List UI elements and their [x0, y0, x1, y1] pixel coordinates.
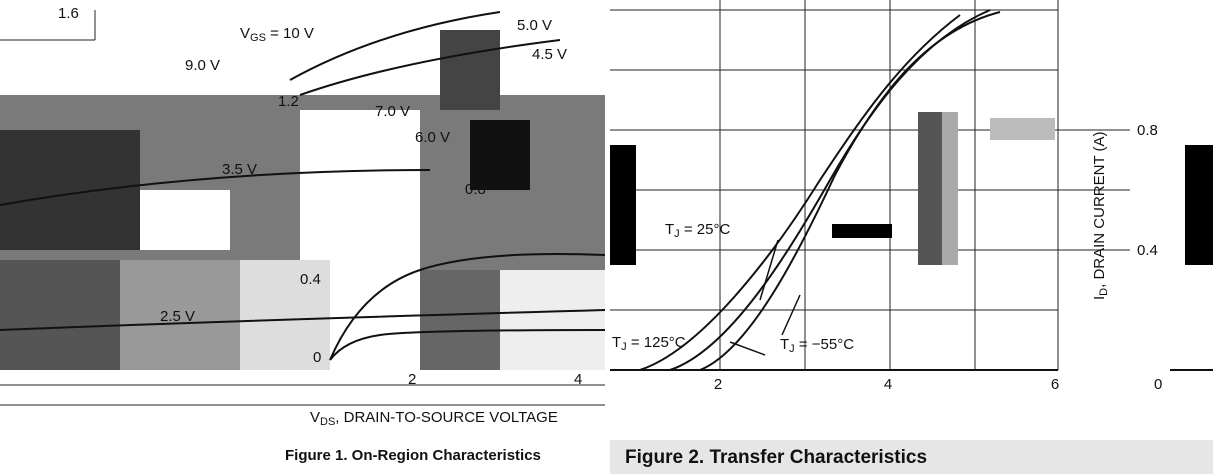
figure-caption: Figure 1. On-Region Characteristics	[285, 447, 541, 464]
x-tick-label: 4	[884, 376, 892, 393]
glitch-block	[140, 190, 230, 250]
x-tick-label: 2	[408, 371, 416, 388]
curve	[0, 169, 431, 206]
x-tick-label: 2	[714, 376, 722, 393]
glitch-block	[0, 260, 120, 370]
inner-tick-label: 0.8	[465, 181, 486, 198]
curve	[289, 11, 501, 81]
glitch-block	[832, 224, 892, 238]
glitch-block	[300, 110, 420, 260]
glitch-block	[330, 250, 420, 370]
x-tick-label: 4	[574, 371, 582, 388]
curve-label: VGS = 10 V	[240, 25, 314, 44]
glitch-block	[1185, 145, 1213, 265]
curve	[0, 309, 606, 331]
curve-label: 3.5 V	[222, 161, 257, 178]
panel	[610, 0, 1213, 474]
glitch-block	[0, 370, 605, 405]
figure-caption: Figure 2. Transfer Characteristics	[625, 447, 927, 468]
y-axis-label: ID, DRAIN CURRENT (A)	[1091, 131, 1110, 300]
curve-label: 5.0 V	[517, 17, 552, 34]
y-tick-label: 0	[1154, 376, 1162, 393]
pointer	[729, 341, 766, 356]
curve-label: 4.5 V	[532, 46, 567, 63]
glitch-block	[0, 130, 140, 250]
glitch-block	[990, 118, 1055, 140]
glitch-block	[440, 30, 500, 110]
glitch-block	[470, 120, 530, 190]
pointer	[759, 239, 779, 301]
y-tick-label: 0.8	[1137, 122, 1158, 139]
caption-strip	[610, 440, 1213, 474]
left-figure: 1.6 VGS = 10 V 9.0 V 5.0 V 4.5 V 7.0 V 6…	[0, 5, 606, 464]
curve-label: TJ = 125°C	[612, 334, 686, 353]
curve	[699, 11, 1001, 371]
glitch-block	[120, 260, 240, 370]
inner-tick-label: 1.2	[278, 93, 299, 110]
glitch-block	[500, 270, 605, 370]
curve-label: 2.5 V	[160, 308, 195, 325]
x-axis-label: VDS, DRAIN-TO-SOURCE VOLTAGE	[310, 409, 558, 428]
curve-label: 7.0 V	[375, 103, 410, 120]
curve	[299, 39, 561, 96]
curve-label: TJ = 25°C	[665, 221, 730, 240]
y-tick-label: 1.6	[58, 5, 79, 22]
curve	[639, 14, 961, 371]
curve	[329, 329, 606, 361]
curve	[329, 253, 606, 361]
glitch-block	[610, 145, 636, 265]
y-tick-label: 0.4	[1137, 242, 1158, 259]
glitch-block	[918, 112, 942, 265]
inner-tick-label: 0.4	[300, 271, 321, 288]
inner-tick-label: 0	[313, 349, 321, 366]
right-figure: TJ = 25°C TJ = 125°C TJ = −55°C 2 4 6 0.…	[610, 0, 1213, 474]
glitch-block	[942, 112, 958, 265]
curve-label: 6.0 V	[415, 129, 450, 146]
pointer	[781, 294, 801, 336]
curve-label: TJ = −55°C	[780, 336, 854, 355]
curve-label: 9.0 V	[185, 57, 220, 74]
glitch-block	[420, 270, 500, 370]
x-tick-label: 6	[1051, 376, 1059, 393]
glitch-block	[240, 260, 330, 370]
